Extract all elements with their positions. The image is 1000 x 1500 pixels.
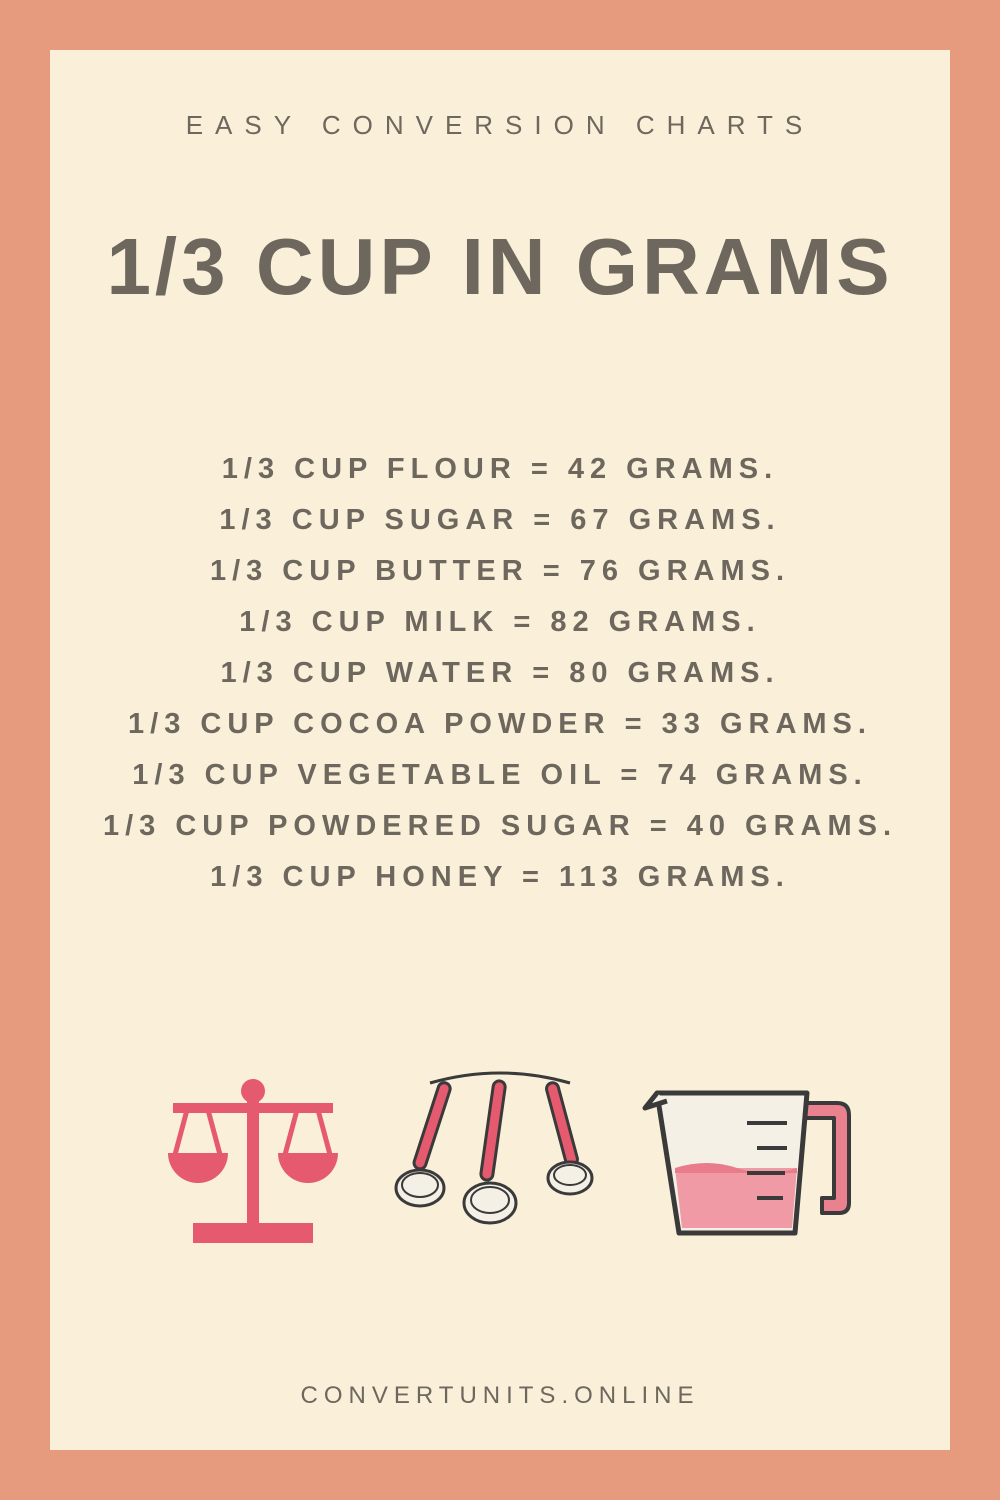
conversion-item: 1/3 Cup Vegetable Oil = 74 Grams. xyxy=(132,759,867,792)
conversion-item: 1/3 Cup Cocoa Powder = 33 Grams. xyxy=(128,708,872,741)
conversion-item: 1/3 Cup Milk = 82 Grams. xyxy=(239,606,760,639)
measuring-spoons-icon xyxy=(390,1053,610,1253)
eyebrow-text: EASY CONVERSION CHARTS xyxy=(186,110,815,141)
conversion-item: 1/3 Cup Water = 80 Grams. xyxy=(220,657,779,690)
conversion-item: 1/3 Cup Honey = 113 Grams. xyxy=(210,861,790,894)
footer-text: CONVERTUNITS.ONLINE xyxy=(301,1382,700,1410)
scale-icon xyxy=(143,1053,363,1253)
main-title: 1/3 Cup In Grams xyxy=(106,221,893,313)
conversion-item: 1/3 Cup Flour = 42 Grams. xyxy=(222,453,778,486)
conversion-item: 1/3 Cup Powdered Sugar = 40 Grams. xyxy=(103,810,897,843)
conversion-card: EASY CONVERSION CHARTS 1/3 Cup In Grams … xyxy=(50,50,950,1450)
conversion-item: 1/3 Cup Butter = 76 Grams. xyxy=(210,555,790,588)
icons-row xyxy=(90,1004,910,1302)
measuring-cup-icon xyxy=(637,1053,857,1253)
conversion-list: 1/3 Cup Flour = 42 Grams. 1/3 Cup Sugar … xyxy=(103,453,897,894)
conversion-item: 1/3 Cup Sugar = 67 Grams. xyxy=(219,504,780,537)
